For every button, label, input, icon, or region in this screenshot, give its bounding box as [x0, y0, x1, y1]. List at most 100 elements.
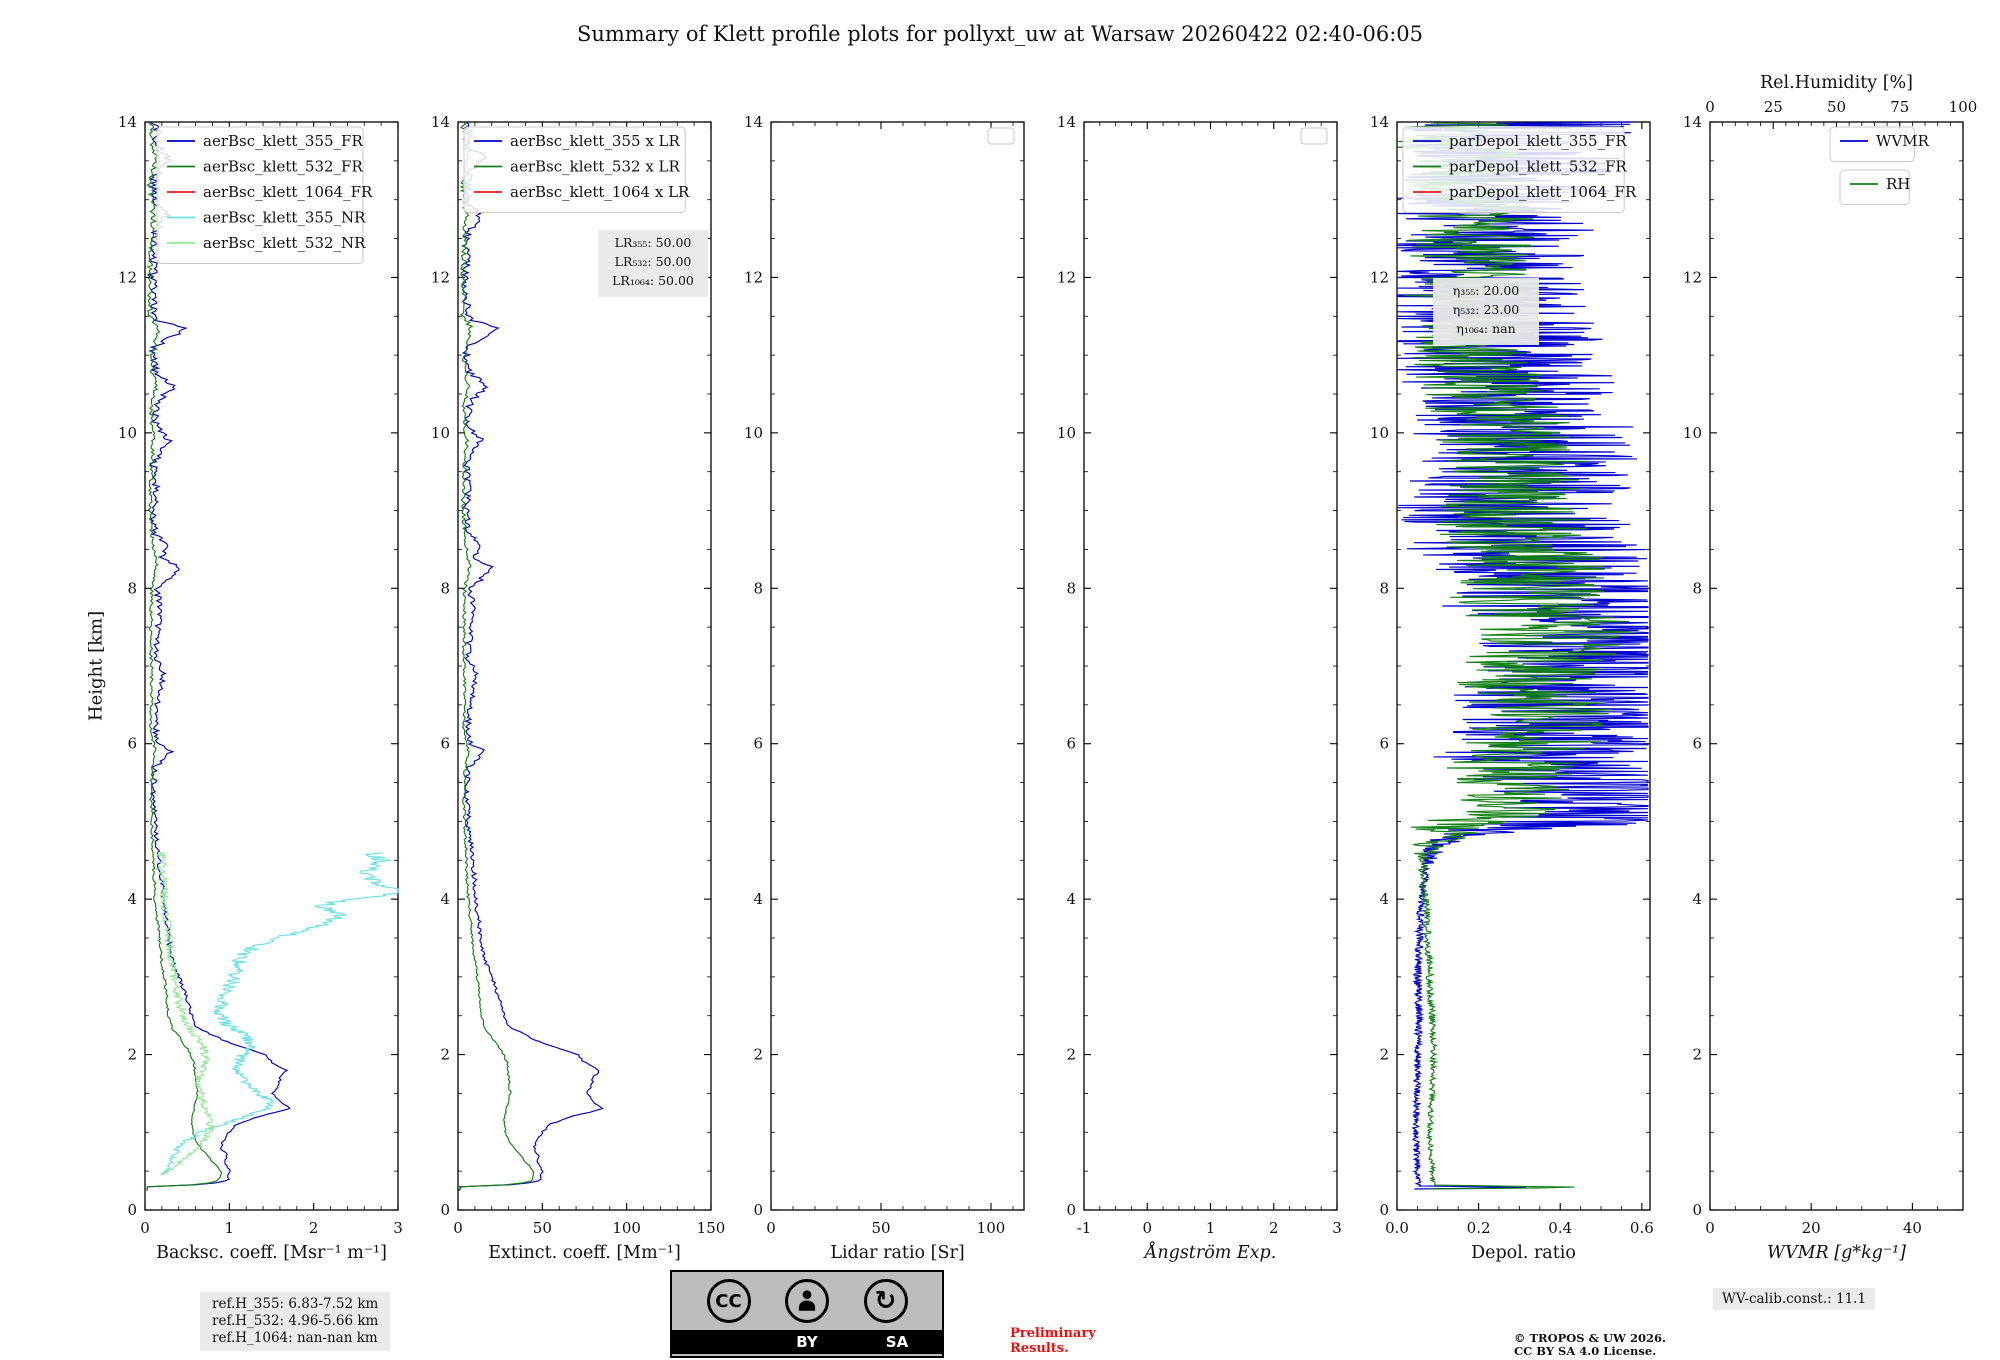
legend-label: aerBsc_klett_532_FR — [203, 158, 363, 176]
y-tick-label: 2 — [440, 1046, 450, 1064]
annotation-box-ext — [598, 230, 708, 297]
top-tick-label: 75 — [1890, 98, 1909, 116]
y-tick-label: 14 — [431, 113, 450, 131]
x-tick-label: 40 — [1903, 1219, 1922, 1237]
y-tick-label: 14 — [1057, 113, 1076, 131]
x-tick-label: 3 — [393, 1219, 403, 1237]
y-tick-label: 4 — [1066, 890, 1076, 908]
x-tick-label: 0 — [1705, 1219, 1715, 1237]
legend-box — [1402, 126, 1625, 213]
y-tick-label: 6 — [127, 735, 137, 753]
legend-label: WVMR — [1876, 132, 1930, 150]
cc-sa-arrow-icon: ↻ — [863, 1279, 908, 1323]
x-tick-label: 100 — [612, 1219, 641, 1237]
x-tick-label: 50 — [533, 1219, 552, 1237]
y-tick-label: 8 — [127, 579, 137, 597]
y-tick-label: 4 — [1692, 890, 1702, 908]
ref-height-annotation: ref.H_355: 6.83-7.52 km ref.H_532: 4.96-… — [200, 1292, 391, 1351]
y-tick-label: 10 — [1370, 424, 1389, 442]
y-tick-label: 4 — [753, 890, 763, 908]
x-tick-label: 0.4 — [1548, 1219, 1572, 1237]
top-tick-label: 100 — [1949, 98, 1978, 116]
top-tick-label: 0 — [1705, 98, 1715, 116]
y-tick-label: 12 — [118, 268, 137, 286]
y-tick-label: 6 — [440, 735, 450, 753]
cc-badge-labels: BY SA — [672, 1330, 942, 1354]
cc-by-label: BY — [796, 1333, 818, 1351]
annotation-line: η₅₃₂: 23.00 — [1453, 302, 1520, 317]
y-tick-label: 14 — [744, 113, 763, 131]
y-tick-label: 8 — [1066, 579, 1076, 597]
y-tick-label: 6 — [1379, 735, 1389, 753]
series-aerbsc-klett-532-xlr — [458, 121, 535, 1191]
series-aerbsc-klett-532-fr — [146, 121, 223, 1191]
legend-label: parDepol_klett_1064_FR — [1449, 183, 1637, 201]
x-tick-label: 20 — [1802, 1219, 1821, 1237]
x-axis-label-wvmr: WVMR [g*kg⁻¹] — [1767, 1243, 1906, 1263]
y-tick-label: 8 — [1379, 579, 1389, 597]
legend-box — [1839, 169, 1910, 205]
ref-h-355: ref.H_355: 6.83-7.52 km — [212, 1296, 379, 1312]
x-tick-label: 0 — [766, 1219, 776, 1237]
legend-box — [156, 126, 364, 264]
x-axis-label-lidar-ratio: Lidar ratio [Sr] — [830, 1243, 964, 1263]
panel-depol: 0 2 4 6 8 10 12 14 0.0 0.2 0.4 0.6 Depol. ratio parDe… — [1370, 113, 1654, 1263]
legend-box — [1829, 126, 1915, 162]
y-tick-label: 10 — [1683, 424, 1702, 442]
y-tick-label: 2 — [1379, 1046, 1389, 1064]
axes-frame — [770, 121, 1025, 1211]
person-icon — [798, 1290, 816, 1311]
axes-frame — [1709, 121, 1964, 1211]
y-tick-label: 6 — [753, 735, 763, 753]
annotation-line: LR₅₃₂: 50.00 — [615, 254, 692, 269]
annotation-line: LR₁₀₆₄: 50.00 — [612, 273, 694, 288]
top-axis-label: Rel.Humidity [%] — [1760, 73, 1913, 93]
ref-h-532: ref.H_532: 4.96-5.66 km — [212, 1313, 379, 1329]
y-tick-label: 8 — [1692, 579, 1702, 597]
x-tick-label: 150 — [697, 1219, 726, 1237]
legend-label: aerBsc_klett_532 x LR — [510, 158, 681, 176]
annotation-line: LR₃₅₅: 50.00 — [615, 235, 692, 250]
x-axis-label-bsc: Backsc. coeff. [Msr⁻¹ m⁻¹] — [156, 1243, 387, 1263]
y-tick-label: 2 — [1066, 1046, 1076, 1064]
y-tick-label: 8 — [753, 579, 763, 597]
x-tick-label: 1 — [225, 1219, 235, 1237]
y-tick-label: 2 — [1692, 1046, 1702, 1064]
x-tick-label: 0 — [1142, 1219, 1152, 1237]
y-tick-label: 0 — [1379, 1201, 1389, 1219]
x-axis-label-depol: Depol. ratio — [1471, 1243, 1576, 1263]
y-tick-label: 14 — [118, 113, 137, 131]
legend-label: RH — [1886, 175, 1910, 193]
x-tick-label: 2 — [309, 1219, 319, 1237]
legend-box — [463, 126, 686, 213]
y-tick-label: 14 — [1370, 113, 1389, 131]
legend-box-empty — [987, 127, 1015, 145]
figure-title: Summary of Klett profile plots for polly… — [576, 22, 1424, 46]
y-tick-label: 8 — [440, 579, 450, 597]
wv-calibration-note: WV-calib.const.: 11.1 — [1713, 1288, 1876, 1310]
x-tick-label: 100 — [977, 1219, 1006, 1237]
y-tick-label: 0 — [127, 1201, 137, 1219]
annotation-box-depol — [1433, 278, 1539, 345]
y-tick-label: 14 — [1683, 113, 1702, 131]
cc-sa-label: SA — [885, 1333, 909, 1351]
x-tick-label: -1 — [1077, 1219, 1092, 1237]
y-tick-label: 12 — [1370, 268, 1389, 286]
y-tick-label: 10 — [431, 424, 450, 442]
y-tick-label: 0 — [440, 1201, 450, 1219]
x-tick-label: 1 — [1206, 1219, 1216, 1237]
top-tick-label: 25 — [1764, 98, 1783, 116]
y-tick-label: 4 — [1379, 890, 1389, 908]
x-axis-label-angstroem: Ångström Exp. — [1143, 1242, 1277, 1263]
y-tick-label: 10 — [1057, 424, 1076, 442]
y-tick-label: 12 — [744, 268, 763, 286]
copyright-note: © TROPOS & UW 2026. CC BY SA 4.0 License… — [1514, 1331, 1666, 1358]
x-tick-label: 0.6 — [1630, 1219, 1654, 1237]
panel-lidar-ratio: 0 2 4 6 8 10 12 14 0 50 100 Lidar ratio [Sr] — [744, 113, 1025, 1263]
legend-label: aerBsc_klett_355_FR — [203, 132, 363, 150]
